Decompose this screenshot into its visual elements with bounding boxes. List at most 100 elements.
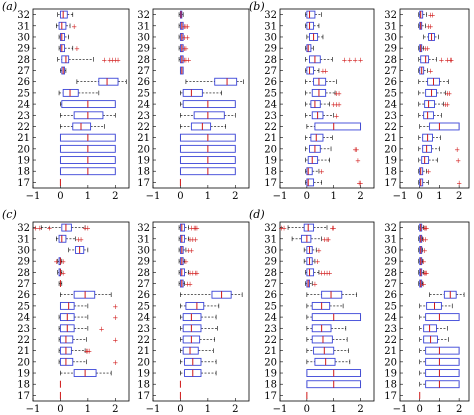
x-tick-label: 1 — [436, 404, 442, 415]
box — [306, 167, 313, 176]
y-tick-label: 29 — [17, 257, 30, 268]
box — [185, 301, 205, 310]
y-tick-label: 31 — [384, 234, 397, 245]
y-tick-label: 31 — [137, 21, 150, 32]
box — [193, 111, 225, 120]
box — [425, 380, 460, 389]
y-tick-label: 25 — [384, 88, 397, 99]
y-tick-label: 30 — [264, 32, 277, 43]
outlier-point: + — [82, 225, 88, 233]
y-tick-label: 17 — [384, 178, 397, 189]
outlier-point: + — [182, 34, 188, 42]
box — [310, 100, 321, 109]
box — [62, 88, 79, 97]
y-tick-label: 21 — [384, 133, 397, 144]
outlier-point: + — [355, 157, 361, 165]
box — [182, 346, 199, 355]
y-tick-label: 20 — [137, 144, 150, 155]
outlier-point: + — [71, 23, 77, 31]
y-tick-label: 28 — [264, 268, 277, 279]
x-tick-label: 2 — [357, 404, 363, 415]
outlier-point: + — [78, 236, 84, 244]
outlier-point: + — [183, 258, 189, 266]
x-tick-label: 0 — [177, 404, 183, 415]
y-tick-label: 19 — [384, 369, 397, 380]
y-tick-label: 23 — [384, 111, 397, 122]
box — [61, 223, 72, 232]
box — [313, 346, 335, 355]
box — [214, 77, 238, 86]
box — [313, 77, 327, 86]
x-tick-label: 2 — [357, 191, 363, 202]
box — [59, 44, 65, 53]
outlier-point: + — [324, 236, 330, 244]
outlier-point: + — [53, 258, 59, 266]
outlier-point: + — [193, 236, 199, 244]
outlier-point: + — [423, 45, 429, 53]
outlier-point: + — [184, 23, 190, 31]
outlier-point: + — [316, 247, 322, 255]
x-tick-label: 0 — [57, 404, 63, 415]
box — [179, 223, 185, 232]
box — [306, 21, 315, 30]
y-tick-label: 27 — [264, 279, 277, 290]
box — [424, 100, 435, 109]
outlier-point: + — [421, 236, 427, 244]
outlier-point: + — [442, 101, 448, 109]
y-tick-label: 19 — [137, 156, 150, 167]
outlier-point: + — [325, 236, 331, 244]
x-tick-label: 2 — [456, 191, 462, 202]
y-tick-label: 32 — [17, 223, 30, 234]
y-tick-label: 30 — [384, 245, 397, 256]
y-tick-label: 28 — [137, 55, 150, 66]
x-tick-label: 1 — [85, 191, 91, 202]
outlier-point: + — [321, 269, 327, 277]
outlier-point: + — [444, 56, 450, 64]
panel-label-c: (c) — [2, 208, 17, 221]
y-tick-label: 32 — [264, 10, 277, 21]
y-tick-label: 29 — [384, 44, 397, 55]
box — [179, 234, 185, 243]
y-tick-label: 21 — [137, 133, 150, 144]
box — [61, 55, 70, 64]
outlier-point: + — [448, 56, 454, 64]
box — [182, 88, 203, 97]
y-tick-label: 30 — [17, 245, 30, 256]
outlier-point: + — [354, 146, 360, 154]
outlier-point: + — [430, 12, 436, 20]
outlier-point: + — [110, 56, 116, 64]
x-tick-label: 2 — [112, 404, 118, 415]
outlier-point: + — [421, 258, 427, 266]
y-tick-label: 24 — [264, 100, 277, 111]
y-tick-label: 22 — [384, 122, 397, 133]
outlier-point: + — [424, 225, 430, 233]
y-tick-label: 31 — [17, 21, 30, 32]
outlier-point: + — [358, 56, 364, 64]
y-tick-label: 23 — [17, 111, 30, 122]
panel-a-plot-2-frame — [152, 8, 250, 189]
outlier-point: + — [112, 56, 118, 64]
outlier-point: + — [315, 258, 321, 266]
y-tick-label: 20 — [17, 144, 30, 155]
box — [59, 10, 68, 19]
y-tick-label: 28 — [384, 55, 397, 66]
outlier-point: + — [426, 23, 432, 31]
y-tick-label: 22 — [137, 335, 150, 346]
y-tick-label: 23 — [137, 324, 150, 335]
box — [425, 369, 460, 377]
y-tick-label: 25 — [137, 301, 150, 312]
outlier-point: + — [447, 56, 453, 64]
outlier-point: + — [194, 269, 200, 277]
y-tick-label: 18 — [264, 167, 277, 178]
box — [306, 10, 316, 19]
outlier-point: + — [190, 236, 196, 244]
y-tick-label: 21 — [137, 346, 150, 357]
y-tick-label: 20 — [264, 357, 277, 368]
box — [425, 313, 460, 322]
y-tick-label: 21 — [264, 346, 277, 357]
y-tick-label: 28 — [137, 268, 150, 279]
outlier-point: + — [319, 168, 325, 176]
box — [420, 55, 430, 64]
y-tick-label: 18 — [17, 167, 30, 178]
outlier-point: + — [422, 247, 428, 255]
